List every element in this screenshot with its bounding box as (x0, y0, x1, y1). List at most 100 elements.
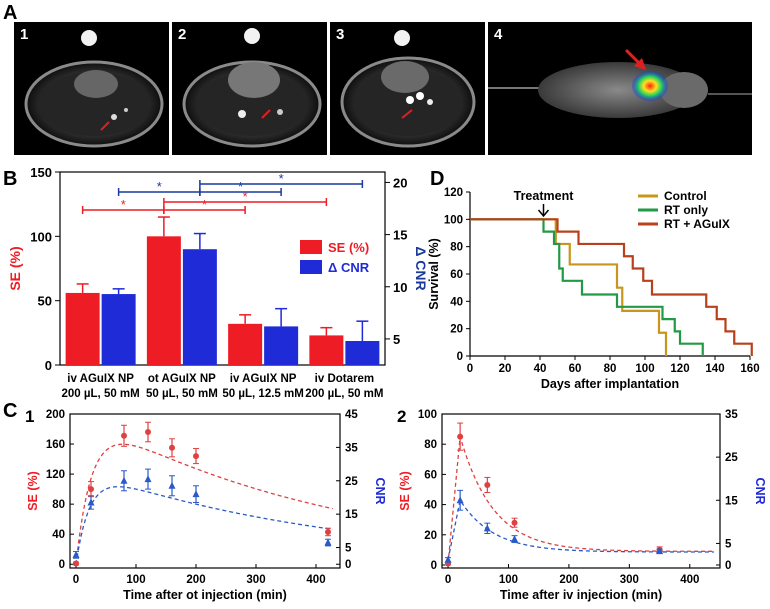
bar-cnr (182, 249, 217, 365)
y-tick-label-left: 160 (46, 439, 65, 451)
kinetics-chart-c1: 1 0 40 80 120 160 200 0 5 15 25 35 45 0 100 200 300 400 Ti… (25, 407, 387, 602)
survival-line (470, 218, 668, 356)
data-point-cnr (72, 550, 80, 558)
y-tick-label-right: 35 (345, 442, 358, 454)
data-point-se (193, 453, 199, 460)
legend-swatch-se (300, 240, 322, 254)
x-tick-label: 140 (705, 363, 724, 375)
y-tick-label-right: 45 (345, 409, 358, 421)
y-tick-label: 120 (444, 187, 463, 199)
significance-star: * (279, 171, 284, 186)
data-point-cnr (456, 496, 464, 504)
significance-star: * (157, 179, 162, 194)
y-axis-label-right: CNR (753, 477, 767, 504)
fit-curve (447, 436, 714, 564)
bar-se (228, 323, 263, 365)
y-tick-label-left: 50 (38, 294, 52, 309)
y-axis-label-right: CNR (373, 477, 387, 504)
y-axis-label-right: Δ CNR (413, 246, 429, 290)
plot-frame (441, 413, 721, 569)
panel-letter-a: A (3, 2, 18, 24)
legend-label: Control (664, 189, 707, 203)
mri-image-3: 3 (330, 22, 485, 155)
x-tick-label: 300 (246, 574, 265, 586)
y-tick-label-left: 100 (418, 409, 437, 421)
bar-cnr (345, 341, 380, 365)
x-axis-label: Time after ot injection (min) (123, 588, 287, 602)
data-point-cnr (324, 538, 332, 546)
y-tick-label-left: 120 (46, 469, 65, 481)
mri-image-1: 1 (14, 22, 169, 155)
bar-se (65, 292, 100, 365)
x-tick-label: 0 (73, 574, 79, 586)
survival-line (470, 218, 753, 356)
y-tick-label-left: 150 (30, 165, 52, 180)
category-label-line2: 200 µL, 50 mM (305, 388, 383, 400)
y-tick-label-left: 0 (431, 560, 437, 572)
bar-se (146, 236, 181, 365)
y-tick-label-left: 0 (45, 358, 52, 373)
panel-letter-b: B (3, 168, 18, 190)
treatment-arrow-head (537, 209, 550, 218)
y-tick-label-left: 40 (52, 529, 65, 541)
fit-curve (75, 443, 333, 565)
y-tick-label-right: 35 (725, 409, 738, 421)
survival-line (470, 218, 704, 356)
significance-star: * (202, 197, 207, 212)
category-label-line2: 200 µL, 50 mM (62, 388, 140, 400)
x-tick-label: 100 (635, 363, 654, 375)
y-tick-label: 0 (457, 351, 463, 363)
y-tick-label: 20 (450, 324, 463, 336)
category-label-line1: ot AGuIX NP (148, 373, 216, 385)
image-label-3: 3 (336, 26, 345, 43)
image-label-1: 1 (20, 26, 29, 43)
data-point-cnr (192, 490, 200, 498)
data-point-se (121, 432, 127, 439)
category-label-line1: iv AGuIX NP (67, 373, 134, 385)
y-tick-label: 80 (450, 242, 463, 254)
data-point-cnr (144, 475, 152, 483)
y-tick-label-right: 5 (345, 543, 352, 555)
x-tick-label: 120 (670, 363, 689, 375)
y-tick-label-left: 0 (59, 559, 65, 571)
data-point-cnr (444, 555, 452, 563)
panel-letter-d: D (430, 168, 445, 190)
mri-slice-graphic (24, 30, 164, 148)
data-point-se (88, 486, 94, 493)
data-point-cnr (87, 498, 95, 506)
y-tick-label-right: 25 (725, 452, 738, 464)
y-tick-label-left: 60 (424, 469, 437, 481)
x-tick-label: 0 (445, 574, 451, 586)
bar-cnr (101, 294, 136, 365)
data-point-se (73, 560, 79, 567)
y-axis-label-left: SE (%) (398, 471, 412, 511)
x-tick-label: 400 (680, 574, 699, 586)
data-point-se (325, 528, 331, 535)
y-tick-label-left: 40 (424, 500, 437, 512)
y-tick-label-right: 20 (393, 175, 407, 190)
x-tick-label: 200 (559, 574, 578, 586)
subpanel-number: 1 (25, 407, 34, 426)
y-tick-label-left: 20 (424, 530, 437, 542)
mouse-fluorescence-graphic (488, 48, 752, 118)
x-tick-label: 20 (499, 363, 512, 375)
x-axis-label: Days after implantation (541, 377, 679, 391)
fit-curve (447, 498, 714, 560)
data-point-cnr (511, 535, 519, 543)
x-tick-label: 100 (499, 574, 518, 586)
y-tick-label-right: 10 (393, 280, 407, 295)
y-tick-label-right: 25 (345, 476, 358, 488)
data-point-se (511, 519, 518, 526)
fit-curve (75, 486, 333, 565)
x-tick-label: 60 (569, 363, 582, 375)
x-tick-label: 300 (620, 574, 639, 586)
subpanel-number: 2 (397, 407, 406, 426)
category-label-line1: iv AGuIX NP (230, 373, 297, 385)
plot-frame (69, 413, 341, 569)
y-tick-label-right: 0 (725, 560, 731, 572)
significance-star: * (121, 197, 126, 212)
bar-se (309, 335, 344, 365)
y-tick-label: 40 (450, 296, 463, 308)
x-tick-label: 0 (467, 363, 473, 375)
